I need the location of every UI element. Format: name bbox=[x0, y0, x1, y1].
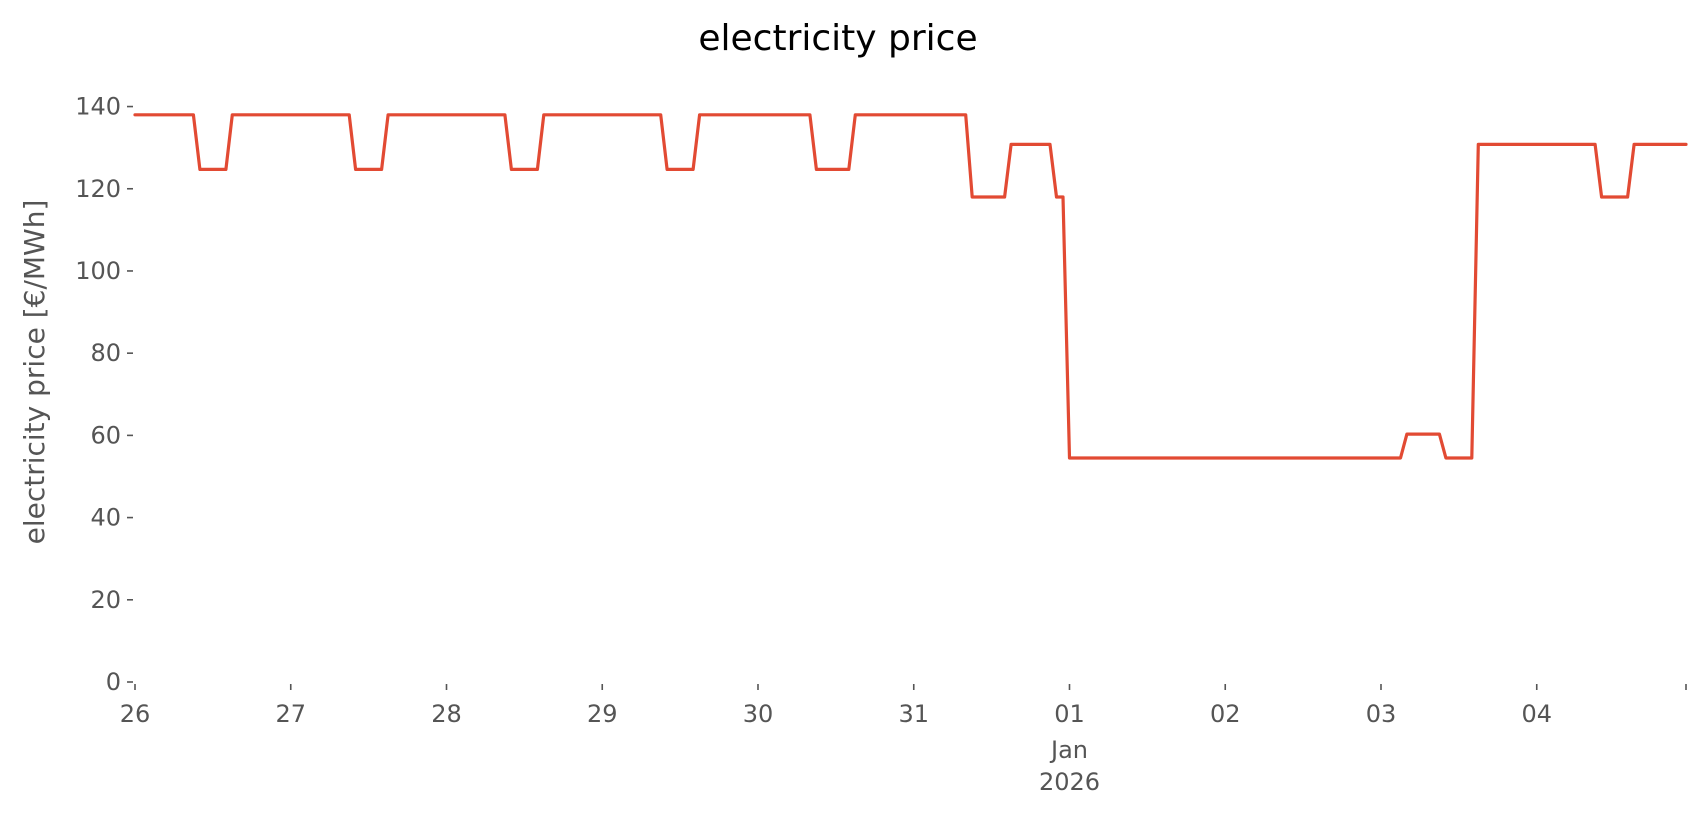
x-axis: 26 27 28 29 30 31 01 Jan 2026 02 03 04 bbox=[120, 684, 1687, 796]
x-tick-label: 03 bbox=[1366, 700, 1397, 728]
y-tick-label: 100 bbox=[75, 257, 121, 285]
x-tick-label: 27 bbox=[275, 700, 306, 728]
series-line-electricity-price bbox=[133, 113, 1688, 460]
y-axis: 0 20 40 60 80 100 120 140 bbox=[75, 93, 133, 696]
y-tick-label: 40 bbox=[90, 504, 121, 532]
y-tick-label: 60 bbox=[90, 421, 121, 449]
y-tick-label: 140 bbox=[75, 93, 121, 121]
x-tick-sublabel: 2026 bbox=[1039, 768, 1100, 796]
x-tick-label: 01 bbox=[1054, 700, 1085, 728]
x-tick-label: 02 bbox=[1210, 700, 1241, 728]
y-axis-label: electricity price [€/MWh] bbox=[18, 200, 51, 545]
series-group bbox=[133, 113, 1688, 460]
x-tick-sublabel: Jan bbox=[1049, 736, 1088, 764]
y-tick-label: 120 bbox=[75, 175, 121, 203]
x-tick-label: 29 bbox=[587, 700, 618, 728]
x-tick-label: 04 bbox=[1521, 700, 1552, 728]
x-tick-label: 31 bbox=[898, 700, 929, 728]
chart-title: electricity price bbox=[698, 18, 977, 59]
y-tick-label: 80 bbox=[90, 339, 121, 367]
y-tick-label: 0 bbox=[106, 668, 121, 696]
x-tick-label: 28 bbox=[431, 700, 462, 728]
y-tick-label: 20 bbox=[90, 586, 121, 614]
x-tick-label: 30 bbox=[743, 700, 774, 728]
x-tick-label: 26 bbox=[120, 700, 151, 728]
